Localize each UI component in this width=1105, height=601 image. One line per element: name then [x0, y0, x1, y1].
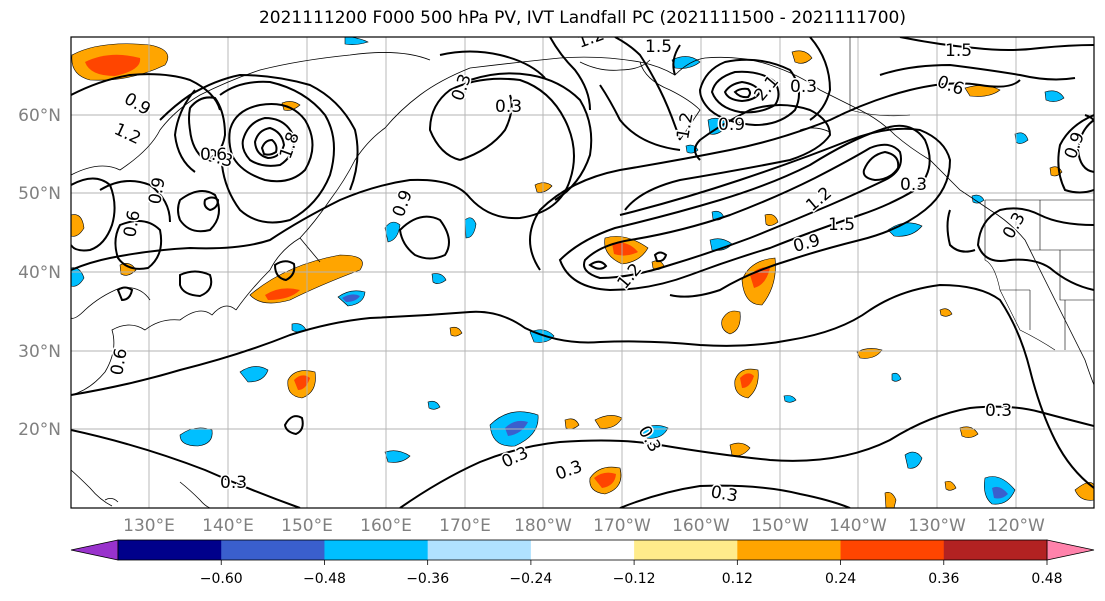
colorbar-segment	[530, 540, 635, 560]
colorbar-tick-label: 0.36	[928, 571, 959, 587]
colorbar-tick-label: −0.24	[509, 571, 552, 587]
lon-label: 120°W	[987, 516, 1045, 536]
colorbar-min-extension	[70, 539, 119, 561]
pv-contours	[71, 37, 1094, 508]
colorbar-segment	[221, 540, 325, 560]
contour-label: 1.5	[945, 41, 972, 61]
lon-label: 170°W	[593, 516, 651, 536]
contour-label: 0.9	[718, 115, 745, 135]
map-frame	[70, 36, 1095, 509]
longitude-labels: 130°E 140°E 150°E 160°E 170°E 180°W 170°…	[123, 516, 1045, 536]
political-borders	[849, 37, 1094, 351]
lon-label: 160°E	[360, 516, 412, 536]
colorbar-tick-label: −0.60	[200, 571, 243, 587]
positive-anomaly-shading	[71, 43, 1094, 508]
lon-label: 160°W	[672, 516, 730, 536]
contour-labels: 0.3 0.3 0.3 0.3 0.3 0.3 0.3 0.3 0.3 0.3 …	[106, 37, 1091, 508]
contour-label: 0.3	[790, 77, 817, 97]
colorbar-outline	[117, 539, 1048, 561]
colorbar-tick-label: 0.24	[825, 571, 856, 587]
lon-label: 150°E	[281, 516, 333, 536]
latitude-labels: 60°N 50°N 40°N 30°N 20°N	[18, 106, 61, 440]
colorbar-segment	[943, 540, 1048, 560]
colorbar-segment	[324, 540, 429, 560]
map-title: 2021111200 F000 500 hPa PV, IVT Landfall…	[258, 8, 906, 28]
map-grid	[71, 37, 1094, 508]
colorbar-segment	[427, 540, 532, 560]
coastlines	[71, 52, 1094, 508]
lat-label: 20°N	[18, 420, 61, 440]
lat-label: 50°N	[18, 184, 61, 204]
lat-label: 30°N	[18, 342, 61, 362]
lon-label: 180°W	[514, 516, 572, 536]
colorbar-segment	[634, 540, 738, 560]
contour-label: 1.5	[828, 215, 855, 235]
colorbar: −0.60 −0.48 −0.36 −0.24 −0.12 0.12 0.24 0.36 0.4…	[70, 539, 1095, 587]
negative-anomaly-shading	[71, 37, 1065, 505]
contour-label: 0.6	[200, 145, 227, 165]
colorbar-tick-label: 0.12	[722, 571, 753, 587]
colorbar-segment	[840, 540, 945, 560]
lat-label: 60°N	[18, 106, 61, 126]
colorbar-segment	[737, 540, 842, 560]
lon-label: 130°W	[908, 516, 966, 536]
contour-label: 0.3	[900, 175, 927, 195]
contour-label: 0.3	[985, 401, 1012, 421]
colorbar-tick-label: −0.48	[303, 571, 346, 587]
colorbar-segment	[118, 540, 222, 560]
lat-label: 40°N	[18, 263, 61, 283]
contour-label: 1.5	[645, 37, 672, 57]
colorbar-tick-label: −0.36	[406, 571, 449, 587]
lon-label: 130°E	[123, 516, 175, 536]
colorbar-tick-label: −0.12	[613, 571, 656, 587]
contour-label: 0.6	[107, 347, 131, 377]
colorbar-max-extension	[1046, 539, 1095, 561]
colorbar-tick-label: 0.48	[1031, 571, 1062, 587]
contour-label: 1.2	[673, 111, 697, 141]
lon-label: 150°W	[751, 516, 809, 536]
contour-label: 0.3	[495, 97, 522, 117]
lon-label: 170°E	[439, 516, 491, 536]
contour-label: 0.3	[220, 473, 247, 493]
lon-label: 140°W	[829, 516, 887, 536]
map-plot-area	[71, 37, 1094, 508]
lon-label: 140°E	[202, 516, 254, 536]
